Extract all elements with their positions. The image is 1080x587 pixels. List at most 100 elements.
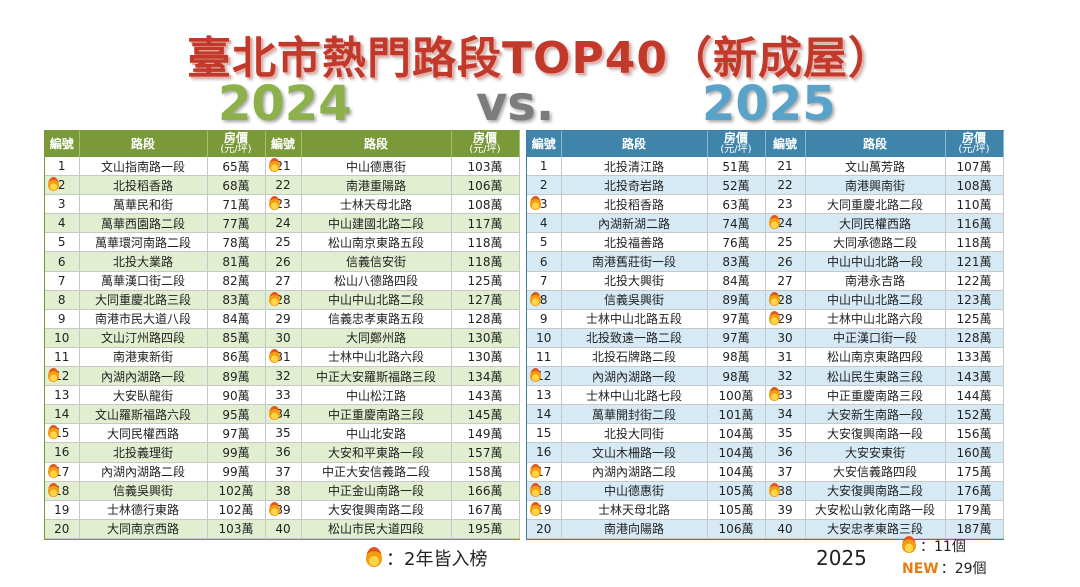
rank-cell: 9 [527,309,562,329]
table-row: 18 信義吳興街 102萬 38 中正金山南路一段 166萬 [45,481,520,501]
table-row: 11 北投石牌路二段 98萬 31 松山南京東路四段 133萬 [527,347,1004,368]
rank-cell: 16 [527,442,562,463]
fire-icon [530,196,541,211]
price-cell: 117萬 [451,213,520,234]
rank-cell: 28 [265,290,302,310]
price-cell: 152萬 [945,404,1004,425]
header-num: 編號 [45,131,80,157]
road-cell: 松山南京東路四段 [805,347,946,368]
price-cell: 123萬 [945,290,1004,310]
road-cell: 中正重慶南路三段 [805,385,946,406]
price-cell: 125萬 [451,271,520,291]
road-cell: 大安和平東路一段 [301,442,452,463]
price-cell: 106萬 [451,175,520,196]
fire-icon [530,501,541,516]
fire-icon [48,463,59,478]
table-row: 12 內湖內湖路一段 98萬 32 松山民生東路三段 143萬 [527,366,1004,387]
table-row: 19 士林德行東路 102萬 39 大安復興南路二段 167萬 [45,500,520,520]
price-cell: 85萬 [207,328,266,348]
road-cell: 中山北安路 [301,423,452,444]
price-cell: 83萬 [707,251,766,272]
rank-cell: 6 [45,251,80,272]
table-row: 16 北投義理街 99萬 36 大安和平東路一段 157萬 [45,442,520,463]
road-cell: 中山中山北路一段 [805,251,946,272]
rank-cell: 3 [527,194,562,215]
rank-cell: 2 [527,175,562,196]
rank-cell: 31 [765,347,806,368]
price-cell: 51萬 [707,157,766,177]
road-cell: 大安忠孝東路三段 [805,519,946,540]
rank-cell: 14 [527,404,562,425]
road-cell: 文山羅斯福路六段 [79,404,208,425]
rank-cell: 36 [765,442,806,463]
header-price: 房價 (元/坪) [945,131,1004,157]
rank-cell: 40 [765,519,806,540]
price-cell: 86萬 [207,347,266,368]
table-row: 19 士林天母北路 105萬 39 大安松山敦化南路一段 179萬 [527,500,1004,520]
rank-cell: 15 [45,423,80,444]
road-cell: 大同承德路二段 [805,232,946,253]
price-cell: 97萬 [707,328,766,348]
road-cell: 松山民生東路三段 [805,366,946,387]
price-cell: 95萬 [207,404,266,425]
road-cell: 文山萬芳路 [805,157,946,177]
road-cell: 信義吳興街 [561,290,708,310]
rank-cell: 9 [45,309,80,329]
road-cell: 北投奇岩路 [561,175,708,196]
header-road: 路段 [79,131,208,157]
fire-icon [268,348,280,363]
price-cell: 166萬 [451,481,520,501]
table-row: 5 北投福善路 76萬 25 大同承德路二段 118萬 [527,232,1004,253]
rank-cell: 39 [765,500,806,520]
rank-cell: 28 [765,290,806,310]
header-price: 房價 (元/坪) [451,131,520,157]
road-cell: 中正大安信義路二段 [301,462,452,482]
table-row: 6 北投大業路 81萬 26 信義信安街 118萬 [45,251,520,272]
rank-cell: 5 [45,232,80,253]
header-road: 路段 [301,131,452,157]
table-row: 7 萬華漢口街二段 82萬 27 松山八德路四段 125萬 [45,271,520,291]
road-cell: 大同民權西路 [805,213,946,234]
fire-icon [48,368,59,383]
rank-cell: 1 [45,157,80,177]
road-cell: 文山指南路一段 [79,157,208,177]
price-cell: 195萬 [451,519,520,540]
fire-icon [268,406,280,421]
price-cell: 108萬 [945,175,1004,196]
rank-cell: 22 [765,175,806,196]
stats-year: 2025 [816,546,867,570]
price-cell: 108萬 [451,194,520,215]
price-cell: 125萬 [945,309,1004,329]
rank-cell: 23 [765,194,806,215]
road-cell: 士林天母北路 [301,194,452,215]
road-cell: 內湖內湖路一段 [561,366,708,387]
stats-fire-row: ：11個 [902,536,966,556]
price-cell: 145萬 [451,404,520,425]
road-cell: 大同重慶北路三段 [79,290,208,310]
rank-cell: 16 [45,442,80,463]
road-cell: 萬華環河南路二段 [79,232,208,253]
rank-cell: 8 [45,290,80,310]
price-cell: 143萬 [451,385,520,406]
road-cell: 內湖內湖路二段 [79,462,208,482]
road-cell: 士林德行東路 [79,500,208,520]
rank-cell: 20 [45,519,80,540]
price-cell: 97萬 [207,423,266,444]
rank-cell: 8 [527,290,562,310]
road-cell: 大安臥龍街 [79,385,208,406]
road-cell: 北投稻香路 [79,175,208,196]
price-cell: 84萬 [207,309,266,329]
rank-cell: 29 [765,309,806,329]
fire-icon [530,368,541,383]
fire-icon [268,501,280,516]
price-cell: 82萬 [207,271,266,291]
road-cell: 中山中山北路二段 [805,290,946,310]
table-row: 12 內湖內湖路一段 89萬 32 中正大安羅斯福路三段 134萬 [45,366,520,387]
page-title: 臺北市熱門路段TOP40（新成屋） [187,33,893,84]
price-cell: 176萬 [945,481,1004,501]
price-cell: 121萬 [945,251,1004,272]
price-cell: 110萬 [945,194,1004,215]
table-row: 9 南港市民大道八段 84萬 29 信義忠孝東路五段 128萬 [45,309,520,329]
road-cell: 北投清江路 [561,157,708,177]
rank-cell: 4 [527,213,562,234]
